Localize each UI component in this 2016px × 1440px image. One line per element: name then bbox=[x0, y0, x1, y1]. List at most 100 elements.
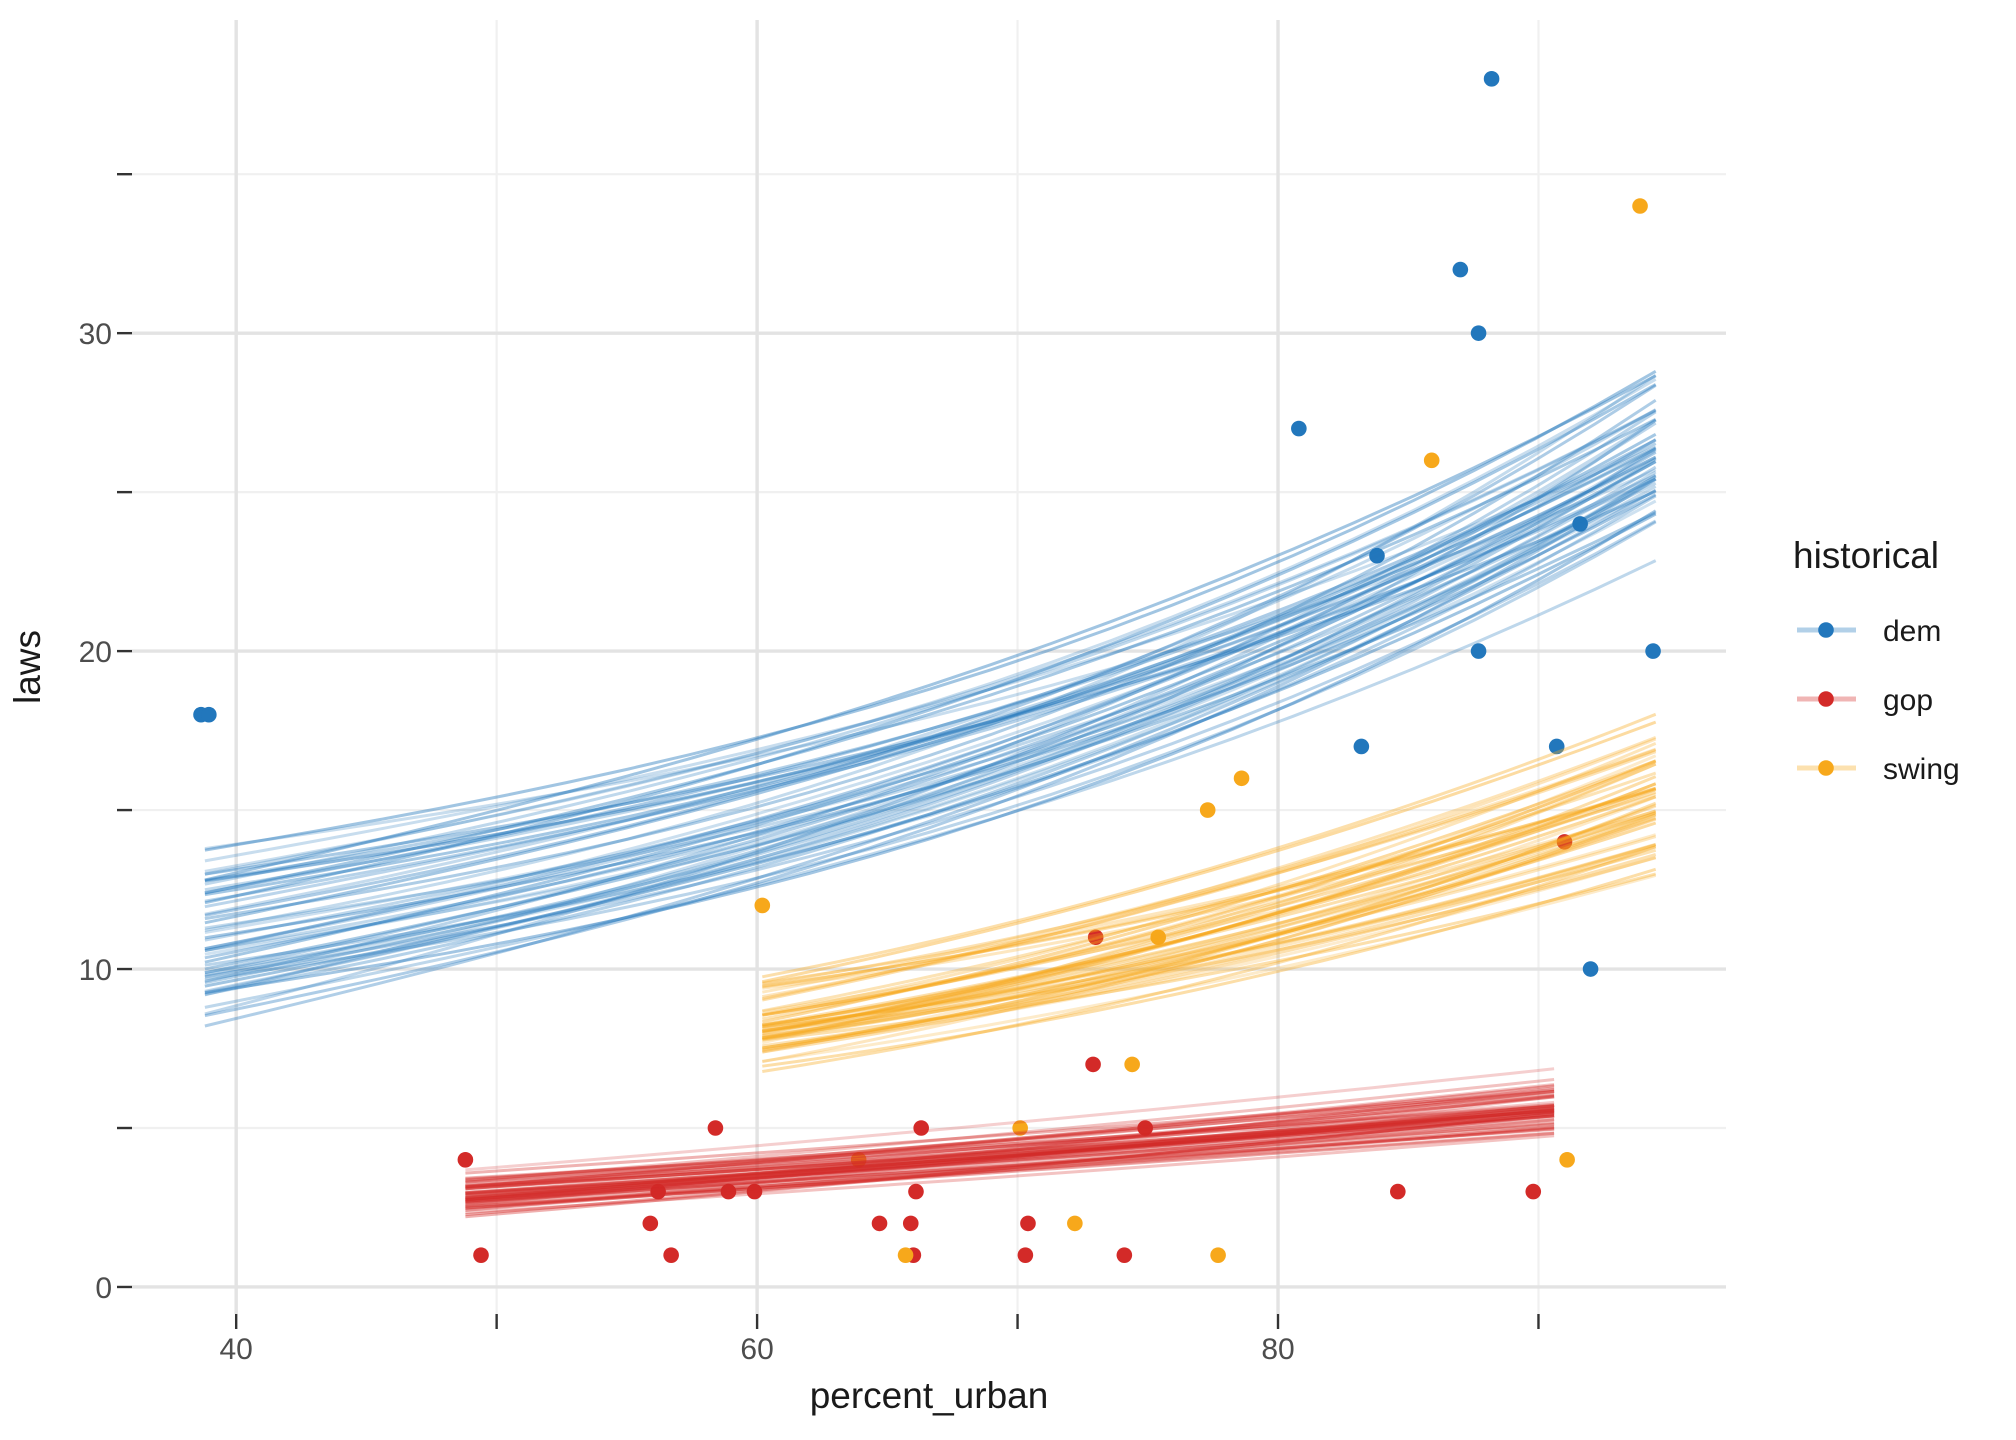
x-tick-label: 60 bbox=[740, 1333, 773, 1366]
dem-draw-line bbox=[204, 449, 1657, 997]
dem-draw-line bbox=[204, 520, 1657, 981]
swing-point bbox=[1632, 198, 1648, 214]
dem-draw-line bbox=[204, 369, 1657, 852]
gop-draw-line bbox=[465, 1106, 1555, 1191]
gop-draw-line bbox=[465, 1100, 1555, 1187]
dem-point bbox=[201, 706, 217, 723]
legend-title: historical bbox=[1793, 535, 1939, 576]
legend-item-label: swing bbox=[1883, 753, 1960, 786]
dem-draw-line bbox=[204, 460, 1657, 975]
gop-draw-line bbox=[465, 1127, 1555, 1201]
dem-draw-line bbox=[204, 438, 1657, 895]
swing-draw-line bbox=[762, 845, 1657, 1048]
gop-draw-line bbox=[465, 1092, 1555, 1182]
gop-draw-line bbox=[465, 1107, 1555, 1195]
dem-draw-line bbox=[204, 465, 1657, 993]
gop-draw-line bbox=[465, 1086, 1555, 1207]
gop-draw-line bbox=[465, 1110, 1555, 1202]
gop-draw-line bbox=[465, 1110, 1555, 1190]
dem-draw-line bbox=[204, 442, 1657, 882]
dem-draw-line bbox=[204, 490, 1657, 876]
gop-point bbox=[1390, 1183, 1406, 1200]
x-tick-label: 80 bbox=[1261, 1333, 1294, 1366]
swing-draw-line bbox=[762, 842, 1657, 1040]
swing-point bbox=[1233, 770, 1250, 787]
y-tick-label: 10 bbox=[79, 954, 112, 987]
swing-draw-line bbox=[762, 803, 1657, 1053]
dem-draw-line bbox=[204, 481, 1657, 942]
gop-draw-line bbox=[465, 1109, 1555, 1196]
gop-point bbox=[642, 1215, 659, 1232]
gop-draw-line bbox=[465, 1134, 1555, 1214]
dem-draw-line bbox=[204, 408, 1657, 916]
gop-point bbox=[457, 1152, 474, 1168]
legend-key-dot bbox=[1818, 622, 1834, 638]
swing-draw-line bbox=[762, 790, 1657, 1017]
swing-point bbox=[1210, 1247, 1226, 1263]
dem-draw-line bbox=[204, 477, 1657, 956]
dem-draw-line bbox=[204, 374, 1657, 882]
dem-draw-line bbox=[204, 409, 1657, 886]
swing-draw-line bbox=[762, 809, 1657, 1027]
gop-point bbox=[1556, 834, 1573, 850]
swing-draw-line bbox=[762, 835, 1657, 1033]
y-tick-label: 30 bbox=[79, 318, 112, 351]
swing-draw-line bbox=[762, 811, 1657, 1029]
gridlines bbox=[132, 20, 1726, 1314]
dem-draw-line bbox=[204, 519, 1657, 978]
gop-draw-line bbox=[465, 1120, 1555, 1204]
gop-point bbox=[1087, 929, 1104, 946]
dem-draw-line bbox=[204, 474, 1657, 952]
swing-draw-line bbox=[762, 853, 1657, 1054]
gop-point bbox=[1137, 1120, 1153, 1136]
swing-draw-line bbox=[761, 748, 1657, 1002]
dem-draw-line bbox=[204, 446, 1657, 892]
swing-draw-line bbox=[762, 775, 1657, 1033]
swing-draw-line bbox=[762, 811, 1657, 1038]
dem-point bbox=[1548, 738, 1565, 755]
swing-draw-line bbox=[762, 856, 1657, 1033]
swing-draw-line bbox=[762, 867, 1657, 1068]
dem-point bbox=[1572, 516, 1588, 532]
dem-point bbox=[1470, 643, 1487, 659]
dem-draw-line bbox=[204, 489, 1657, 934]
axis-ticks bbox=[117, 172, 1540, 1329]
dem-draw-line bbox=[204, 421, 1657, 1016]
swing-draw-line bbox=[761, 759, 1657, 1024]
swing-draw-line bbox=[762, 845, 1657, 1073]
gop-draw-line bbox=[465, 1094, 1555, 1199]
dem-draw-line bbox=[204, 384, 1657, 917]
dem-draw-line bbox=[204, 499, 1657, 994]
swing-draw-line bbox=[762, 821, 1657, 1030]
gop-draw-line bbox=[465, 1104, 1555, 1180]
swing-point bbox=[1423, 452, 1440, 469]
swing-draw-line bbox=[762, 813, 1657, 1041]
swing-draw-line bbox=[762, 795, 1657, 1028]
dem-draw-line bbox=[204, 373, 1657, 932]
dem-draw-line bbox=[204, 455, 1657, 883]
dem-point bbox=[1470, 325, 1487, 341]
gop-point bbox=[902, 1215, 919, 1232]
gop-draw-line bbox=[465, 1104, 1555, 1200]
dem-draw-line bbox=[204, 477, 1657, 909]
x-tick-label: 40 bbox=[219, 1333, 252, 1366]
gop-draw-line bbox=[465, 1131, 1555, 1208]
dem-draw-line bbox=[204, 408, 1657, 876]
y-axis-tick-labels: 0 10 20 30 bbox=[79, 318, 112, 1305]
gop-draw-line bbox=[465, 1108, 1555, 1197]
x-axis-title: percent_urban bbox=[810, 1375, 1049, 1416]
dem-draw-line bbox=[204, 457, 1657, 985]
dem-draw-line bbox=[204, 485, 1657, 930]
gop-draw-line bbox=[465, 1109, 1555, 1188]
y-tick-label: 20 bbox=[79, 636, 112, 669]
gop-point bbox=[913, 1120, 929, 1136]
x-axis-tick-labels: 40 60 80 bbox=[219, 1333, 1294, 1366]
model-draw-lines bbox=[204, 369, 1657, 1219]
dem-draw-line bbox=[204, 512, 1657, 988]
swing-draw-line bbox=[761, 720, 1657, 984]
gop-draw-line bbox=[465, 1122, 1555, 1195]
swing-draw-line bbox=[761, 735, 1657, 1001]
gop-draw-line bbox=[465, 1084, 1555, 1189]
swing-draw-line bbox=[762, 817, 1657, 1064]
